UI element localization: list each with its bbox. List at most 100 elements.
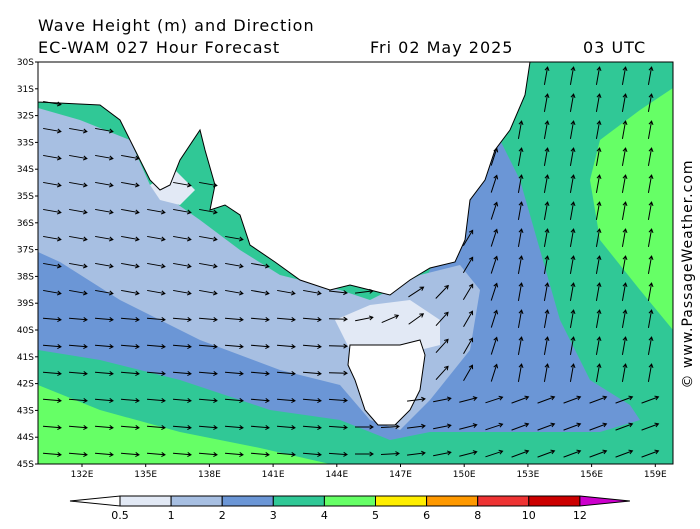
wave-arrow (621, 120, 628, 139)
lat-label: 36S (17, 219, 34, 229)
wave-arrow (42, 425, 62, 430)
wave-arrow (69, 127, 88, 134)
wave-arrow (433, 396, 452, 403)
date: Fri 02 May 2025 (370, 38, 513, 57)
wave-arrow (276, 344, 296, 349)
wave-arrow (589, 395, 608, 404)
map-frame (37, 61, 674, 465)
lon-label: 135E (134, 470, 157, 480)
wave-arrow (250, 317, 270, 322)
wave-arrow (43, 289, 62, 296)
wave-arrow (328, 397, 348, 403)
wave-arrow (94, 398, 114, 403)
wave-arrow (277, 289, 296, 296)
wave-arrow (647, 255, 654, 274)
wave-arrow (121, 181, 140, 188)
wave-arrow (462, 229, 474, 246)
wave-arrow (490, 174, 499, 193)
wave-arrow (328, 316, 348, 322)
lat-label: 40S (17, 326, 34, 336)
wave-arrow (459, 423, 478, 430)
wave-arrow (517, 363, 524, 382)
wave-arrow (490, 363, 499, 382)
wave-arrow (173, 289, 192, 296)
legend-swatch (477, 495, 530, 507)
wave-arrow (95, 181, 114, 188)
wave-arrow (621, 336, 628, 355)
lon-label: 156E (580, 470, 603, 480)
wave-arrow (647, 228, 654, 247)
wave-arrow (595, 282, 602, 301)
watermark: © www.PassageWeather.com (680, 159, 696, 388)
wave-arrow (224, 371, 244, 376)
wave-arrow (537, 422, 556, 431)
wave-arrow (328, 290, 348, 296)
wave-arrow (146, 398, 166, 403)
wave-arrow (224, 398, 244, 403)
wave-arrow (490, 309, 499, 328)
wave-arrow (120, 398, 140, 403)
wave-arrow (595, 255, 602, 274)
wave-arrow (517, 174, 524, 193)
wave-arrow (621, 255, 628, 274)
wave-arrow (43, 181, 62, 188)
lat-label: 35S (17, 192, 34, 202)
wave-arrow (621, 147, 628, 166)
wave-arrow (43, 127, 62, 134)
lat-label: 44S (17, 433, 34, 443)
wave-arrow (276, 317, 296, 322)
wave-arrow (173, 235, 192, 242)
legend-label: 1 (168, 509, 175, 522)
wave-arrow (146, 344, 166, 349)
wave-arrow (199, 262, 218, 269)
wave-arrow (328, 370, 348, 376)
wave-arrow (647, 93, 654, 112)
wave-arrow (224, 425, 244, 430)
land (347, 339, 426, 426)
wave-arrow (595, 228, 602, 247)
model: EC-WAM 027 Hour Forecast (38, 38, 280, 57)
wave-arrow (198, 344, 218, 349)
wave-arrow (95, 208, 114, 215)
wave-arrow (433, 450, 452, 457)
title: Wave Height (m) and Direction (38, 16, 315, 35)
wave-arrow (537, 449, 556, 458)
wave-arrow (94, 344, 114, 349)
wave-arrow (490, 336, 499, 355)
legend-label: 12 (573, 509, 587, 522)
lat-label: 37S (17, 246, 34, 256)
wave-arrow (42, 371, 62, 376)
wave-arrow (647, 174, 654, 193)
wave-arrow (302, 398, 322, 403)
wave-arrow (490, 255, 499, 274)
wave-arrow (302, 317, 322, 322)
wave-arrow (147, 235, 166, 242)
arrows (42, 66, 660, 458)
wave-arrow (543, 336, 550, 355)
wave-arrow (94, 452, 114, 457)
wave-arrow (543, 93, 550, 112)
wave-arrow (543, 120, 550, 139)
wave-arrow (407, 450, 426, 456)
wave-arrow (563, 449, 582, 458)
wave-arrow (43, 154, 62, 161)
wave-arrow (569, 93, 576, 112)
wave-arrow (407, 423, 426, 429)
legend-label: 2 (219, 509, 226, 522)
wave-arrow (647, 66, 654, 85)
wave-arrow (485, 449, 504, 458)
lat-label: 43S (17, 406, 34, 416)
wave-arrow (543, 174, 550, 193)
wave-arrow (172, 398, 192, 403)
wave-arrow (569, 363, 576, 382)
wave-arrow (408, 286, 425, 298)
wave-arrow (42, 317, 62, 322)
wave-arrow (302, 371, 322, 376)
wave-arrow (647, 363, 654, 382)
wave-arrow (250, 344, 270, 349)
legend-label: 10 (522, 509, 536, 522)
legend-swatch (69, 495, 121, 507)
legend-swatch (323, 495, 376, 507)
wave-arrow (563, 395, 582, 404)
wave-arrow (621, 93, 628, 112)
